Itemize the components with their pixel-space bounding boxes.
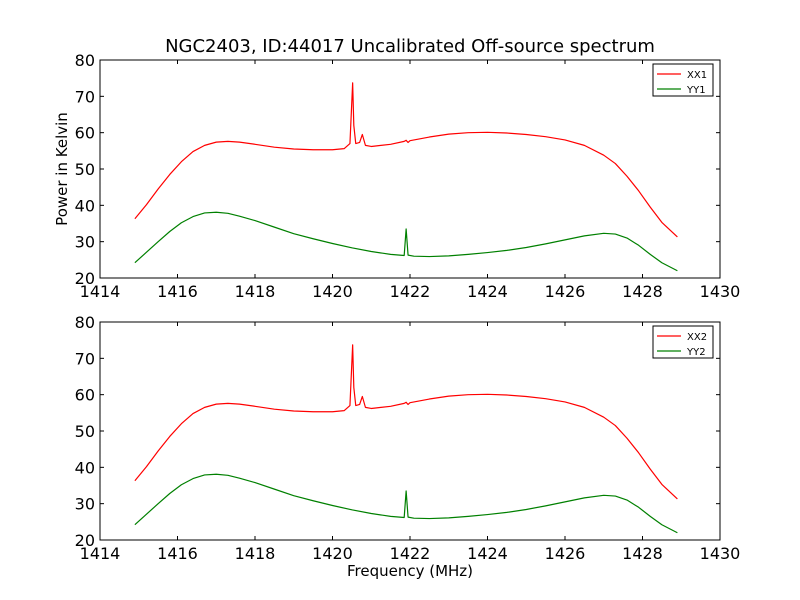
y-tick-label: 40 (75, 196, 95, 215)
legend-label-xx2: XX2 (687, 332, 707, 343)
x-tick-label: 1418 (235, 544, 276, 563)
x-tick-label: 1418 (235, 282, 276, 301)
x-tick-label: 1414 (80, 282, 121, 301)
figure-title: NGC2403, ID:44017 Uncalibrated Off-sourc… (165, 36, 655, 57)
bottom-panel: 1414 1416 1418 1420 1422 1424 1426 1428 1430 20 30… (75, 313, 741, 580)
legend-box (652, 63, 714, 97)
x-tick-label: 1428 (622, 282, 663, 301)
series-line-xx1 (134, 82, 678, 238)
legend-box (652, 325, 714, 359)
x-tick-label: 1428 (622, 544, 663, 563)
x-tick-label: 1414 (80, 544, 121, 563)
legend-label-yy1: YY1 (686, 85, 706, 96)
series-line-xx2 (134, 344, 678, 500)
plot-frame (99, 59, 721, 279)
x-tick-label: 1430 (700, 544, 741, 563)
top-panel: 1414 1416 1418 1420 1422 1424 1426 1428 1430 20 30… (53, 51, 740, 301)
y-tick-label: 50 (75, 422, 95, 441)
y-tick-label: 80 (75, 51, 95, 70)
x-tick-label: 1420 (312, 282, 353, 301)
legend-label-yy2: YY2 (686, 347, 706, 358)
plot-frame (99, 321, 721, 541)
y-tick-label: 20 (75, 531, 95, 550)
x-axis-label: Frequency (MHz) (347, 562, 473, 580)
y-tick-label: 60 (75, 124, 95, 143)
x-tick-label: 1422 (390, 544, 431, 563)
x-tick-label: 1416 (157, 544, 198, 563)
y-tick-label: 40 (75, 458, 95, 477)
y-tick-label: 30 (75, 233, 95, 252)
x-tick-label: 1416 (157, 282, 198, 301)
x-tick-label: 1426 (545, 282, 586, 301)
series-line-yy2 (134, 473, 678, 534)
y-tick-label: 50 (75, 160, 95, 179)
y-tick-label: 30 (75, 495, 95, 514)
y-tick-label: 70 (75, 349, 95, 368)
series-line-yy1 (134, 211, 678, 272)
x-tick-label: 1422 (390, 282, 431, 301)
x-tick-label: 1424 (467, 544, 508, 563)
y-axis-label: Power in Kelvin (53, 112, 71, 226)
y-tick-label: 70 (75, 87, 95, 106)
y-tick-label: 80 (75, 313, 95, 332)
y-tick-label: 60 (75, 386, 95, 405)
legend-label-xx1: XX1 (687, 70, 707, 81)
y-tick-label: 20 (75, 269, 95, 288)
x-tick-label: 1430 (700, 282, 741, 301)
x-tick-label: 1424 (467, 282, 508, 301)
x-tick-label: 1426 (545, 544, 586, 563)
x-tick-label: 1420 (312, 544, 353, 563)
